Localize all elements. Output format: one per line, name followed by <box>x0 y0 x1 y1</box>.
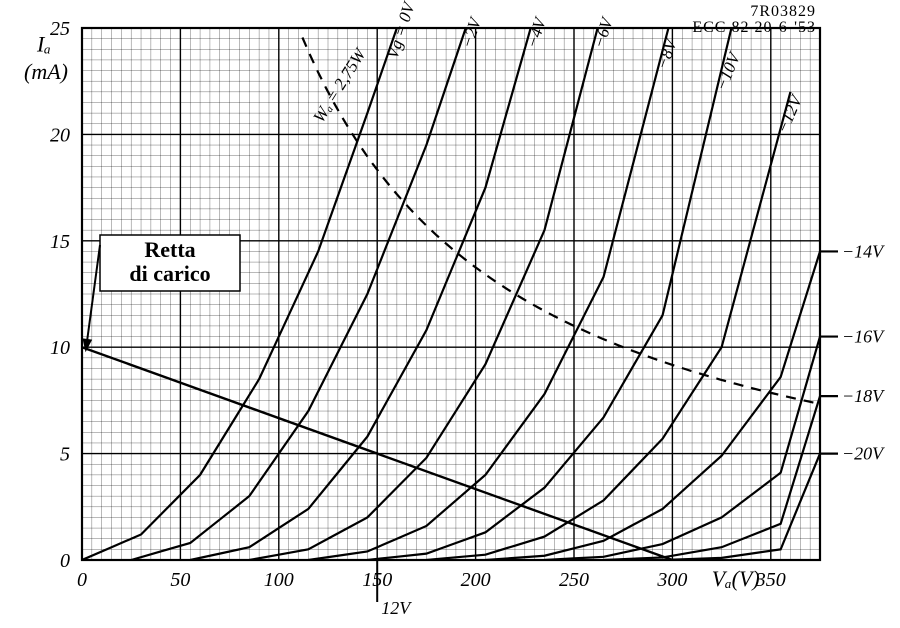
y-tick-label: 0 <box>60 550 70 572</box>
y-tick-label: 20 <box>50 124 70 146</box>
vg-marker-label: 12V <box>381 598 412 618</box>
source-line: ECC 82 20-6-'53 <box>692 19 816 36</box>
load-line-label: Retta <box>144 237 195 262</box>
power-dissipation-curve <box>302 38 814 403</box>
vg-right-label: −16V <box>842 327 885 347</box>
curve-label: −4V <box>522 13 550 50</box>
y-tick-label: 25 <box>50 18 70 40</box>
x-tick-label: 300 <box>656 569 687 591</box>
curve-label: −8V <box>652 34 681 71</box>
y-tick-label: 5 <box>60 444 70 466</box>
vg-right-label: −18V <box>842 386 885 406</box>
x-tick-label: 100 <box>264 569 294 591</box>
curve-label: Vg = 0V <box>383 0 420 61</box>
vg-right-label: −20V <box>842 444 885 464</box>
y-axis-unit: (mA) <box>24 59 68 84</box>
x-tick-label: 200 <box>461 569 491 591</box>
y-tick-label: 10 <box>50 337 70 359</box>
load-line-label2: di carico <box>129 261 210 286</box>
y-axis-label: Iₐ <box>36 31 51 56</box>
curve-label: −2V <box>457 13 485 50</box>
tube-characteristics-chart: 0501001502002503003500510152025Iₐ(mA)Vₐ(… <box>0 0 900 628</box>
y-tick-label: 15 <box>50 231 70 253</box>
part-number: 7R03829 <box>750 3 816 20</box>
x-tick-label: 50 <box>170 569 190 591</box>
vg-right-label: −14V <box>842 241 885 261</box>
x-tick-label: 0 <box>77 569 87 591</box>
curve-label: Wₐ = 2,75W <box>309 44 370 126</box>
x-tick-label: 250 <box>559 569 589 591</box>
x-axis-label: Vₐ(V) <box>712 566 760 591</box>
